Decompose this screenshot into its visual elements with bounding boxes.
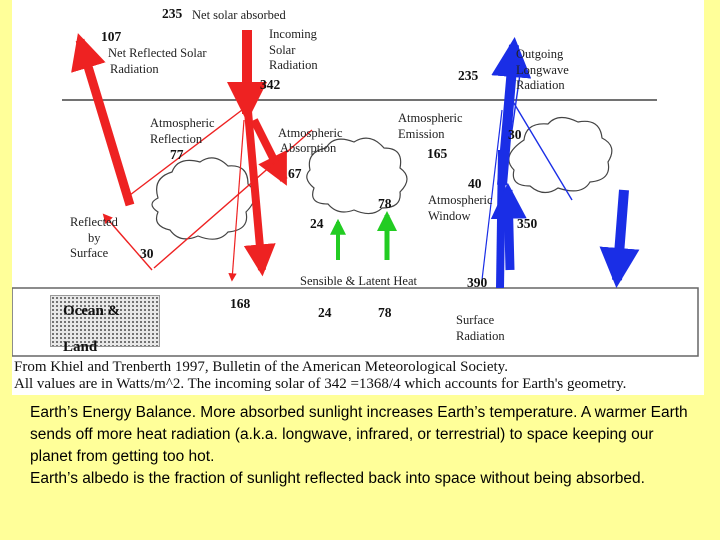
atm-absorption-label-2: Absorption — [280, 141, 337, 155]
reflected-surface-label-3: Surface — [70, 246, 109, 260]
surface-radiation-arrow — [496, 149, 506, 289]
emission-thin-ray — [511, 58, 526, 131]
reflected-surface-label-1: Reflected — [70, 215, 118, 229]
window-label-1: Atmospheric — [428, 193, 493, 207]
surface-reflection-ray — [153, 129, 313, 269]
window-value: 40 — [468, 176, 482, 191]
cloud-left — [151, 157, 256, 240]
net-solar-label: Net solar absorbed — [192, 8, 286, 22]
atm-reflection-value: 77 — [170, 147, 184, 162]
reflected-surface-value: 30 — [140, 246, 154, 261]
incoming-label-2: Solar — [269, 43, 296, 57]
atmospheric-reflection-ray — [129, 109, 243, 196]
back-radiation-value: 350 — [517, 216, 538, 231]
cloud-emission-value: 30 — [508, 127, 522, 142]
surface-radiation-label-1: Surface — [456, 313, 495, 327]
absorbed-surface-ray — [228, 119, 245, 282]
cloud-right — [508, 116, 613, 194]
caption: Earth’s Energy Balance. More absorbed su… — [30, 402, 700, 490]
sensible-value-upper: 24 — [310, 216, 324, 231]
incoming-solar-value: 342 — [260, 77, 281, 92]
window-label-2: Window — [428, 209, 471, 223]
units-note: All values are in Watts/m^2. The incomin… — [14, 376, 627, 392]
absorbed-surface-value: 168 — [230, 296, 251, 311]
ocean-land-label-2: Land — [63, 339, 98, 355]
outgoing-value: 235 — [458, 68, 479, 83]
reflected-surface-label-2: by — [88, 231, 101, 245]
caption-paragraph-2: Earth’s albedo is the fraction of sunlig… — [30, 470, 645, 487]
cloud-emission-ray — [508, 94, 573, 201]
latent-value-upper: 78 — [378, 196, 392, 211]
sensible-latent-label: Sensible & Latent Heat — [300, 274, 417, 288]
incoming-label-3: Radiation — [269, 58, 318, 72]
atm-reflection-label-2: Reflection — [150, 132, 203, 146]
ocean-land-label-1: Ocean & — [63, 303, 121, 319]
atm-emission-value: 165 — [427, 146, 448, 161]
atmospheric-absorption-arrow — [250, 118, 288, 186]
atm-reflection-label-1: Atmospheric — [150, 116, 215, 130]
source-citation: From Khiel and Trenberth 1997, Bulletin … — [14, 359, 508, 375]
back-radiation-arrow — [599, 189, 640, 288]
caption-paragraph-1: Earth’s Energy Balance. More absorbed su… — [30, 404, 688, 465]
atm-absorption-value: 67 — [288, 166, 302, 181]
surface-radiation-value: 390 — [467, 275, 488, 290]
window-arrow — [490, 182, 527, 271]
sensible-value-lower: 24 — [318, 305, 332, 320]
outgoing-label-3: Radiation — [516, 78, 565, 92]
reflected-solar-arrow — [71, 33, 135, 207]
ocean-land-label: Ocean & Land — [63, 302, 120, 356]
incoming-label-1: Incoming — [269, 27, 317, 41]
reflected-solar-label-1: Net Reflected Solar — [108, 46, 207, 60]
incoming-solar-continue — [243, 99, 276, 277]
cloud-middle — [306, 137, 408, 215]
ocean-land-box: Ocean & Land — [50, 295, 160, 355]
reflected-by-surface-ray — [102, 213, 153, 271]
reflected-solar-value: 107 — [101, 29, 122, 44]
window-thin-ray — [481, 109, 503, 281]
net-solar-value: 235 — [162, 6, 183, 21]
surface-radiation-label-2: Radiation — [456, 329, 505, 343]
atm-emission-label-2: Emission — [398, 127, 445, 141]
atm-absorption-label-1: Atmospheric — [278, 126, 343, 140]
latent-value-lower: 78 — [378, 305, 392, 320]
reflected-solar-label-2: Radiation — [110, 62, 159, 76]
outgoing-label-2: Longwave — [516, 63, 569, 77]
atm-emission-label-1: Atmospheric — [398, 111, 463, 125]
outgoing-label-1: Outgoing — [516, 47, 564, 61]
energy-balance-diagram: 235 Net solar absorbed 107 Net Reflected… — [12, 0, 704, 395]
